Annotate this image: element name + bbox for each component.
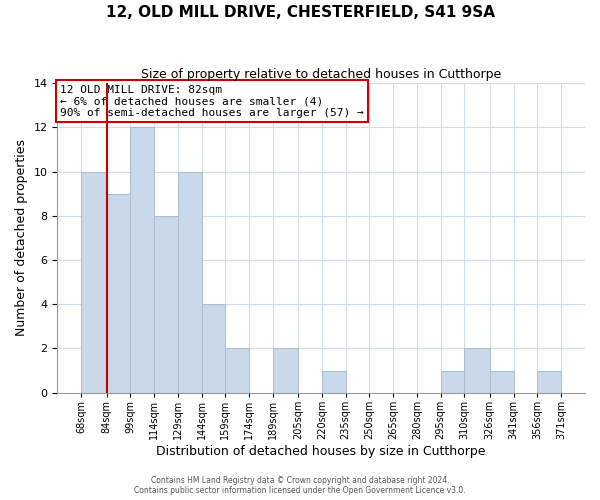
X-axis label: Distribution of detached houses by size in Cutthorpe: Distribution of detached houses by size … [157,444,486,458]
Bar [441,370,464,392]
Bar [537,370,561,392]
Text: 12, OLD MILL DRIVE, CHESTERFIELD, S41 9SA: 12, OLD MILL DRIVE, CHESTERFIELD, S41 9S… [106,5,494,20]
Bar [82,172,107,392]
Bar [464,348,490,393]
Y-axis label: Number of detached properties: Number of detached properties [15,140,28,336]
Bar [154,216,178,392]
Bar [226,348,249,393]
Text: 12 OLD MILL DRIVE: 82sqm
← 6% of detached houses are smaller (4)
90% of semi-det: 12 OLD MILL DRIVE: 82sqm ← 6% of detache… [60,84,364,118]
Bar [202,304,226,392]
Bar [130,128,154,392]
Bar [322,370,346,392]
Text: Contains HM Land Registry data © Crown copyright and database right 2024.
Contai: Contains HM Land Registry data © Crown c… [134,476,466,495]
Title: Size of property relative to detached houses in Cutthorpe: Size of property relative to detached ho… [141,68,502,80]
Bar [273,348,298,393]
Bar [490,370,514,392]
Bar [178,172,202,392]
Bar [107,194,130,392]
